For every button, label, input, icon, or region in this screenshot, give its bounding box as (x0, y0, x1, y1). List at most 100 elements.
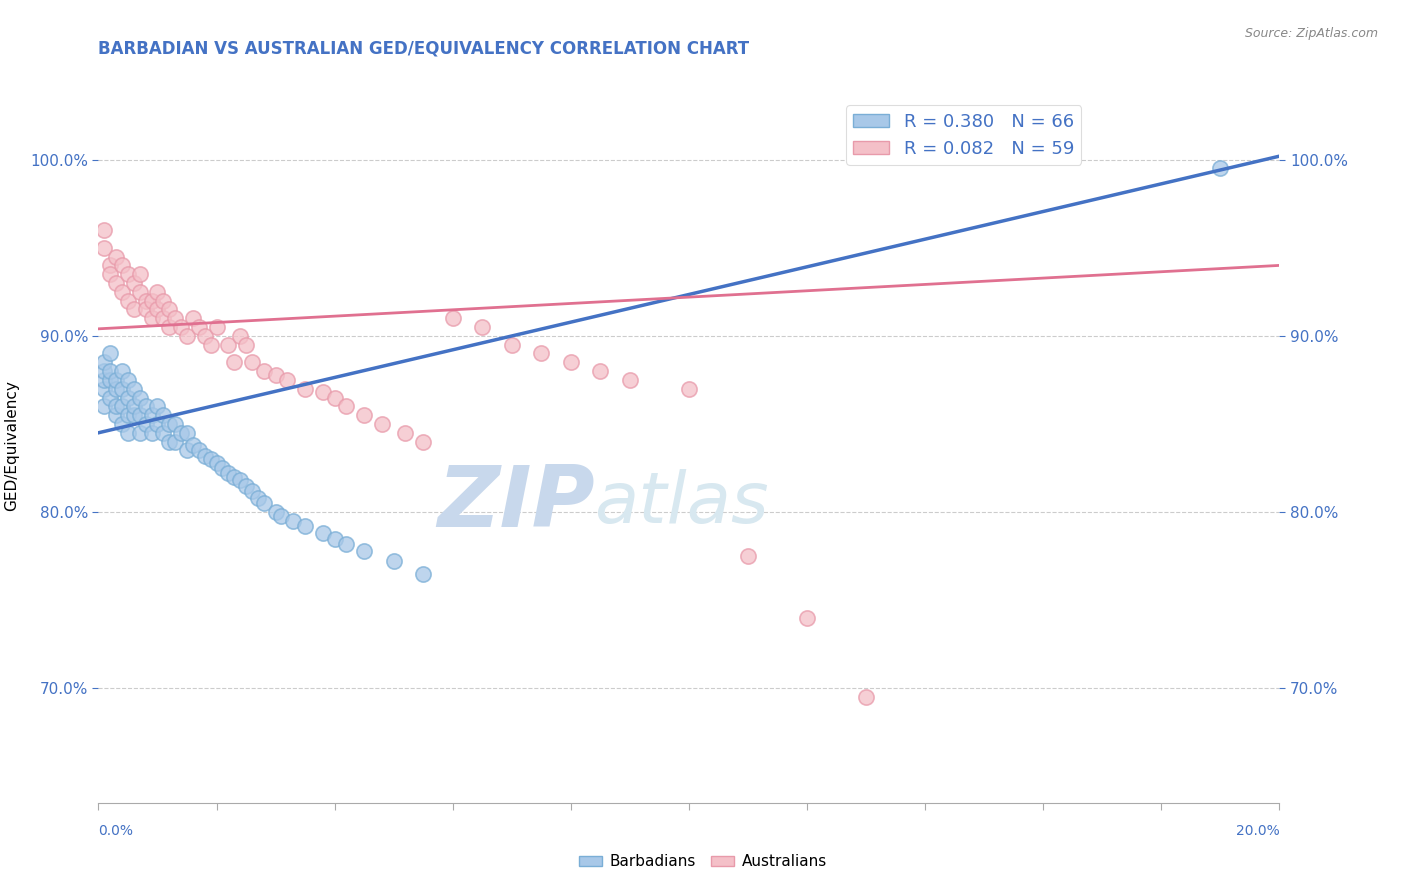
Point (157, 434, 180, 449)
Point (157, 417, 180, 431)
Point (217, 337, 239, 351)
Point (294, 519, 316, 533)
Point (93, 241, 115, 255)
Y-axis label: GED/Equivalency: GED/Equivalency (4, 381, 18, 511)
Point (353, 544, 375, 558)
Point (194, 329, 217, 343)
Point (122, 408, 145, 422)
Point (111, 400, 134, 414)
Text: BARBADIAN VS AUSTRALIAN GED/EQUIVALENCY CORRELATION CHART: BARBADIAN VS AUSTRALIAN GED/EQUIVALENCY … (98, 40, 749, 58)
Point (111, 285, 134, 299)
Point (117, 391, 139, 405)
Point (194, 449, 217, 463)
Point (93, 382, 115, 396)
Point (111, 364, 134, 378)
Point (240, 483, 263, 498)
Point (205, 456, 228, 470)
Point (170, 320, 193, 334)
Point (135, 400, 157, 414)
Point (157, 320, 180, 334)
Point (98, 391, 121, 405)
Point (135, 293, 157, 308)
Point (105, 373, 128, 387)
Text: atlas: atlas (595, 468, 769, 538)
Point (312, 385, 335, 400)
Point (128, 285, 150, 299)
Text: 20.0%: 20.0% (1236, 824, 1279, 838)
Point (1209, 161, 1232, 176)
Point (152, 293, 174, 308)
Point (412, 434, 434, 449)
Point (122, 400, 145, 414)
Point (294, 382, 316, 396)
Point (117, 373, 139, 387)
Point (181, 311, 204, 326)
Point (229, 474, 252, 488)
Point (283, 514, 305, 528)
Point (105, 250, 128, 264)
Point (323, 391, 346, 405)
Point (111, 417, 134, 431)
Point (205, 320, 228, 334)
Point (128, 267, 150, 281)
Point (98, 373, 121, 387)
Point (122, 302, 145, 317)
Point (146, 285, 169, 299)
Point (471, 320, 494, 334)
Point (589, 364, 612, 378)
Point (253, 496, 276, 510)
Point (264, 368, 287, 382)
Point (122, 276, 145, 290)
Point (141, 425, 163, 440)
Point (165, 311, 187, 326)
Point (181, 438, 204, 452)
Legend: Barbadians, Australians: Barbadians, Australians (572, 848, 834, 875)
Point (619, 373, 641, 387)
Point (128, 391, 150, 405)
Point (312, 526, 335, 541)
Point (323, 532, 346, 546)
Point (105, 408, 128, 422)
Point (98, 259, 121, 273)
Point (135, 417, 157, 431)
Point (412, 566, 434, 581)
Point (135, 302, 157, 317)
Point (200, 337, 222, 351)
Point (371, 417, 394, 431)
Point (501, 337, 523, 351)
Point (117, 293, 139, 308)
Point (105, 276, 128, 290)
Point (93, 373, 115, 387)
Point (855, 690, 877, 704)
Point (235, 478, 257, 492)
Point (111, 382, 134, 396)
Point (117, 425, 139, 440)
Point (276, 373, 298, 387)
Point (141, 293, 163, 308)
Point (128, 425, 150, 440)
Text: Source: ZipAtlas.com: Source: ZipAtlas.com (1244, 27, 1378, 40)
Point (353, 408, 375, 422)
Point (170, 425, 193, 440)
Point (111, 259, 134, 273)
Point (270, 508, 292, 523)
Point (105, 400, 128, 414)
Point (678, 382, 700, 396)
Point (152, 425, 174, 440)
Point (211, 461, 233, 475)
Point (335, 400, 357, 414)
Point (117, 408, 139, 422)
Point (98, 346, 121, 360)
Point (187, 443, 209, 458)
Point (176, 329, 198, 343)
Point (152, 311, 174, 326)
Point (240, 355, 263, 369)
Point (200, 452, 222, 467)
Point (176, 425, 198, 440)
Point (394, 425, 416, 440)
Point (152, 408, 174, 422)
Point (264, 505, 287, 519)
Point (93, 364, 115, 378)
Point (93, 223, 115, 237)
Point (98, 364, 121, 378)
